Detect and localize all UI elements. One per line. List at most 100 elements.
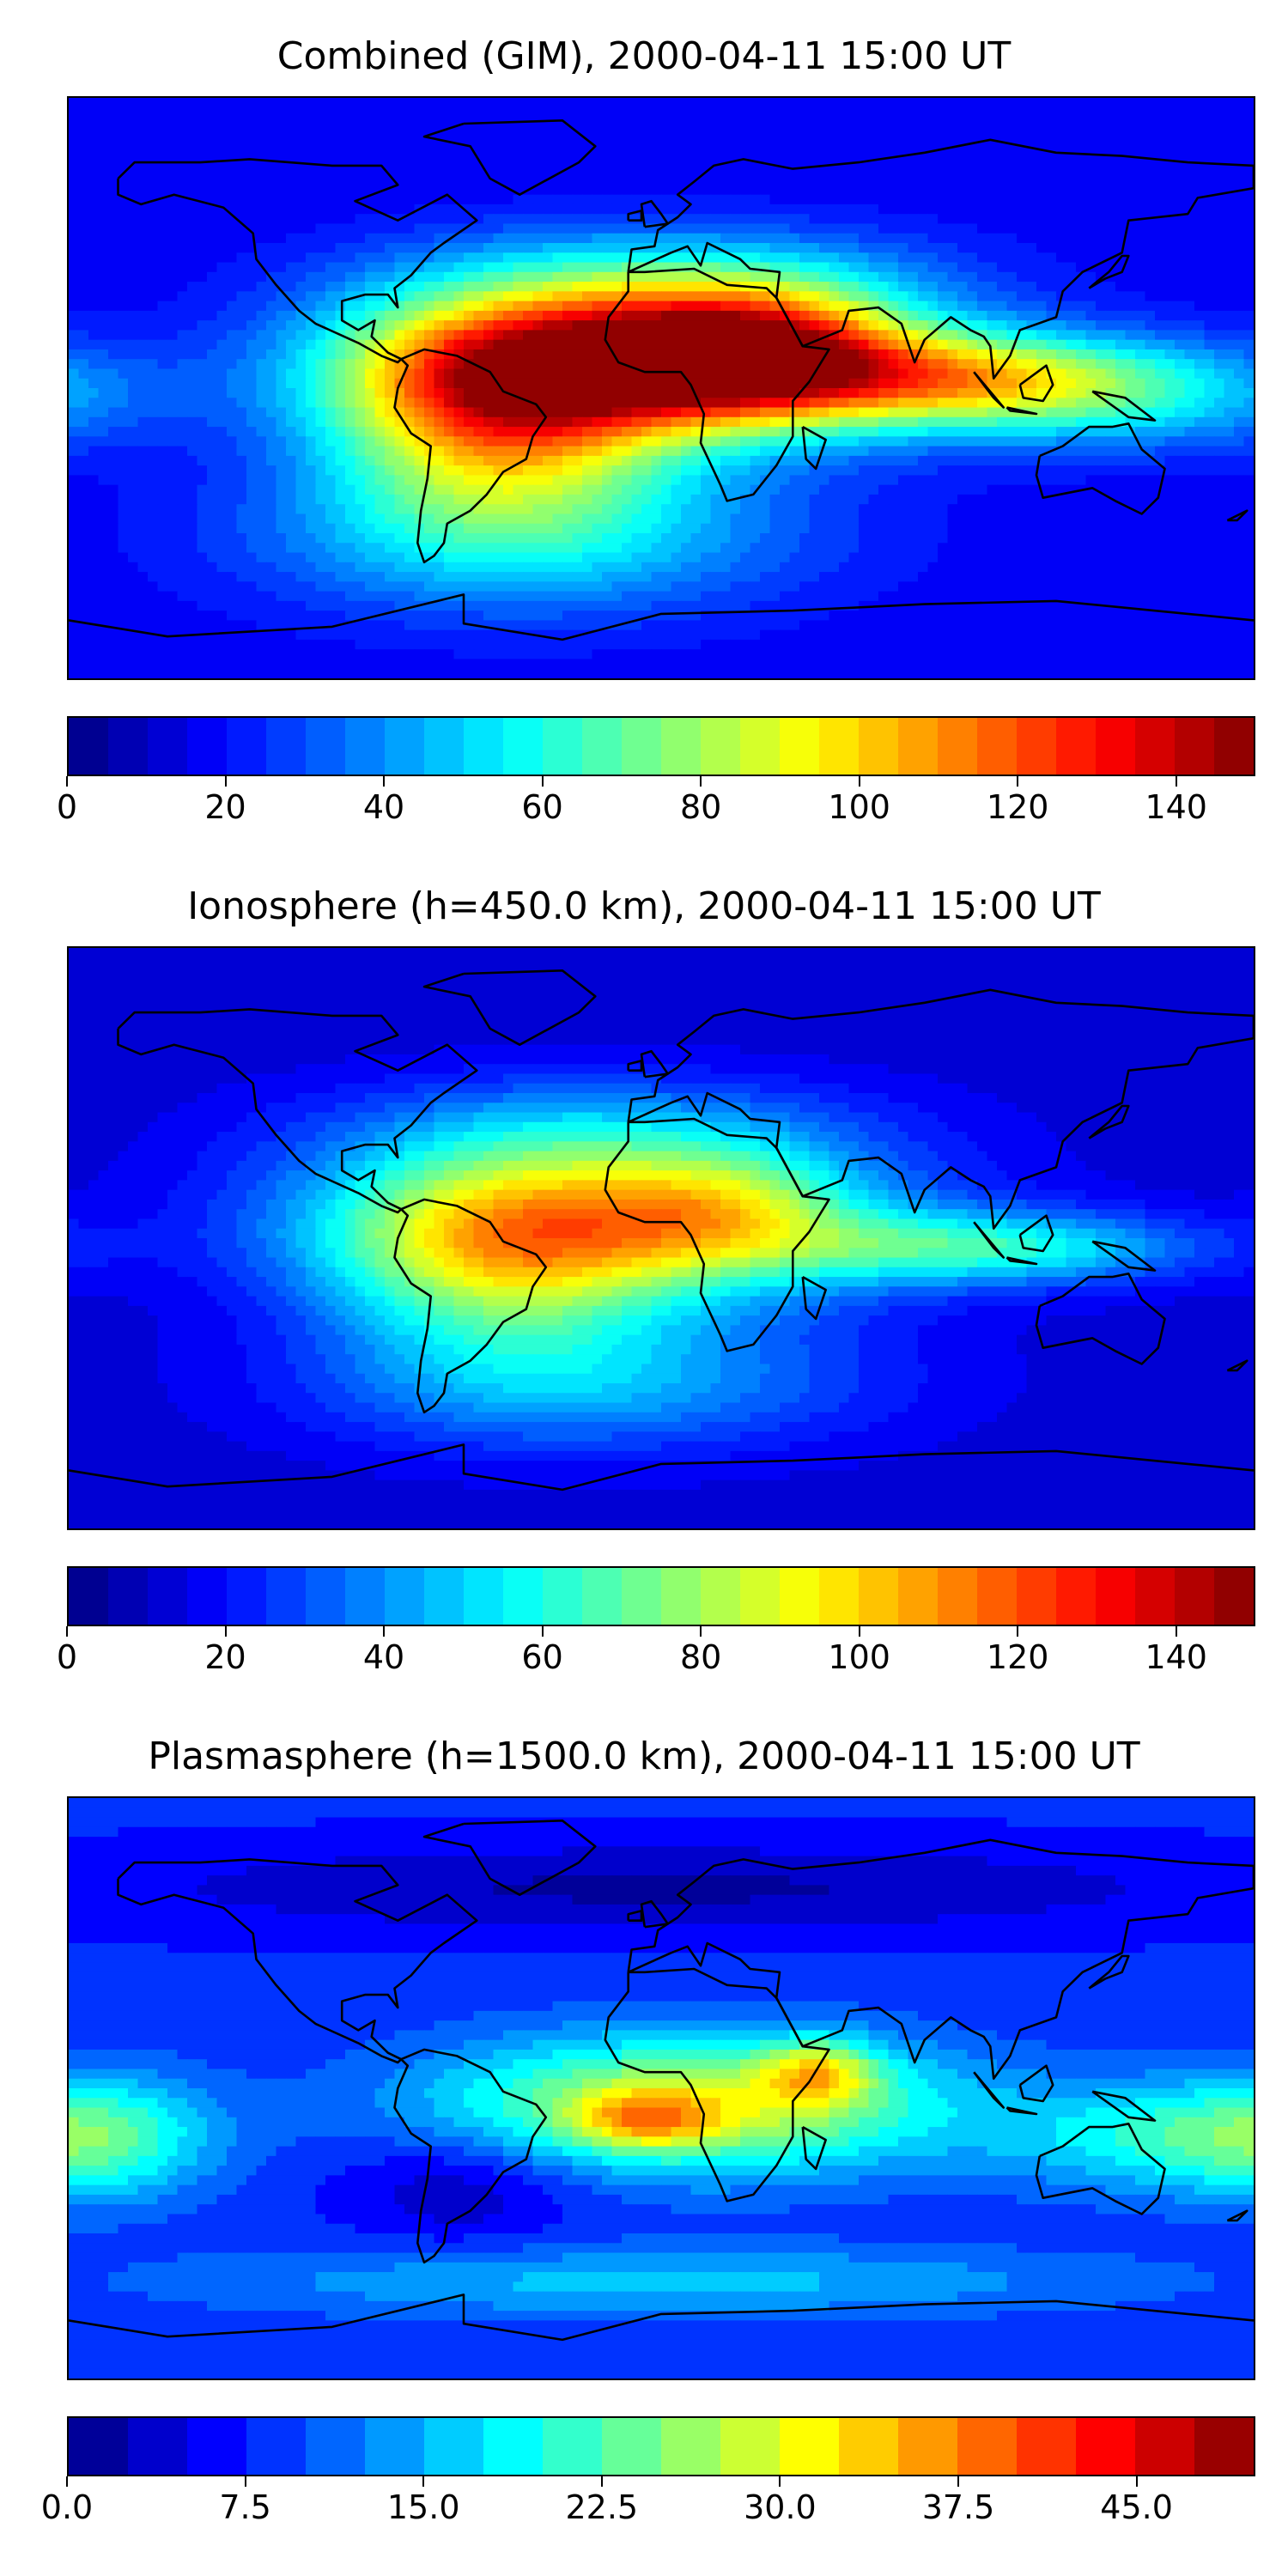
heatmap-cell xyxy=(1036,455,1048,466)
heatmap-cell xyxy=(1164,446,1176,457)
heatmap-cell xyxy=(927,339,939,350)
heatmap-cell xyxy=(197,301,208,312)
heatmap-cell xyxy=(690,271,702,283)
heatmap-cell xyxy=(1164,233,1176,244)
heatmap-cell xyxy=(710,214,721,225)
heatmap-cell xyxy=(967,165,978,176)
heatmap-cell xyxy=(532,155,544,167)
heatmap-cell xyxy=(69,416,80,428)
heatmap-cell xyxy=(562,465,574,476)
heatmap-cell xyxy=(1036,194,1048,205)
heatmap-cell xyxy=(483,455,495,466)
heatmap-cell xyxy=(769,416,781,428)
heatmap-cell xyxy=(602,388,613,398)
heatmap-cell xyxy=(1046,204,1057,215)
heatmap-cell xyxy=(266,359,277,370)
heatmap-cell xyxy=(1026,252,1037,264)
heatmap-cell xyxy=(967,436,978,447)
heatmap-cell xyxy=(888,407,899,418)
heatmap-cell xyxy=(473,223,484,234)
heatmap-cell xyxy=(977,291,988,302)
heatmap-cell xyxy=(306,282,317,292)
heatmap-cell xyxy=(404,155,416,167)
heatmap-cell xyxy=(1184,214,1195,225)
heatmap-cell xyxy=(947,223,958,234)
heatmap-cell xyxy=(276,407,287,418)
heatmap-cell xyxy=(1017,291,1028,302)
heatmap-cell xyxy=(118,194,129,205)
heatmap-cell xyxy=(227,407,238,418)
heatmap-cell xyxy=(444,204,455,215)
heatmap-cell xyxy=(1184,339,1195,350)
heatmap-cell xyxy=(1175,185,1186,196)
heatmap-cell xyxy=(582,494,593,505)
heatmap-cell xyxy=(1175,214,1186,225)
heatmap-cell xyxy=(1184,223,1195,234)
heatmap-cell xyxy=(750,204,761,215)
heatmap-cell xyxy=(1066,165,1077,176)
heatmap-cell xyxy=(69,339,80,350)
heatmap-cell xyxy=(276,194,287,205)
heatmap-cell xyxy=(720,262,732,273)
heatmap-cell xyxy=(1194,349,1206,360)
heatmap-cell xyxy=(167,320,179,331)
heatmap-cell xyxy=(799,484,811,495)
heatmap-cell xyxy=(385,165,396,176)
heatmap-cell xyxy=(1125,427,1136,437)
heatmap-cell xyxy=(868,233,879,244)
heatmap-cell xyxy=(868,339,879,350)
heatmap-cell xyxy=(562,407,574,418)
heatmap-cell xyxy=(325,233,337,244)
heatmap-cell xyxy=(394,243,405,253)
heatmap-cell xyxy=(710,194,721,205)
heatmap-cell xyxy=(444,465,455,476)
heatmap-cell xyxy=(859,146,870,157)
heatmap-cell xyxy=(444,146,455,157)
heatmap-cell xyxy=(839,262,850,273)
heatmap-cell xyxy=(641,484,653,495)
heatmap-cell xyxy=(1145,137,1156,147)
heatmap-cell xyxy=(967,126,978,137)
heatmap-cell xyxy=(720,475,732,486)
heatmap-cell xyxy=(69,349,80,360)
heatmap-cell xyxy=(197,310,208,321)
heatmap-cell xyxy=(88,398,100,409)
heatmap-cell xyxy=(1234,378,1245,389)
heatmap-cell xyxy=(98,262,109,273)
heatmap-cell xyxy=(789,291,800,302)
heatmap-cell xyxy=(868,416,879,428)
heatmap-cell xyxy=(1036,475,1048,486)
heatmap-cell xyxy=(187,185,198,196)
heatmap-cell xyxy=(947,407,958,418)
heatmap-cell xyxy=(306,446,317,457)
heatmap-cell xyxy=(848,301,860,312)
heatmap-cell xyxy=(365,243,376,253)
heatmap-cell xyxy=(523,262,534,273)
heatmap-cell xyxy=(868,252,879,264)
heatmap-cell xyxy=(286,243,297,253)
heatmap-cell xyxy=(355,378,366,389)
heatmap-cell xyxy=(69,310,80,321)
heatmap-cell xyxy=(661,137,672,147)
heatmap-cell xyxy=(622,252,633,264)
heatmap-cell xyxy=(177,407,188,418)
heatmap-cell xyxy=(1175,223,1186,234)
heatmap-cell xyxy=(355,165,366,176)
heatmap-cell xyxy=(602,214,613,225)
heatmap-cell xyxy=(1096,446,1107,457)
heatmap-cell xyxy=(78,175,89,185)
heatmap-cell xyxy=(365,359,376,370)
heatmap-cell xyxy=(69,243,80,253)
heatmap-cell xyxy=(908,252,919,264)
heatmap-cell xyxy=(602,233,613,244)
heatmap-cell xyxy=(602,155,613,167)
heatmap-cell xyxy=(661,330,672,341)
heatmap-cell xyxy=(414,282,425,292)
heatmap-cell xyxy=(355,320,366,331)
heatmap-cell xyxy=(690,107,702,118)
heatmap-cell xyxy=(552,155,563,167)
heatmap-cell xyxy=(690,436,702,447)
heatmap-cell xyxy=(829,465,840,476)
heatmap-cell xyxy=(69,155,80,167)
heatmap-cell xyxy=(651,339,662,350)
